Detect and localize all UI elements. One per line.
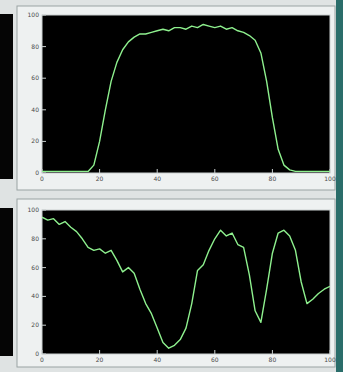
y-tick-label: 60 [31,74,39,81]
y-tick-label: 40 [31,106,39,113]
y-tick-label: 100 [28,206,40,213]
y-tick [42,354,46,355]
y-tick-label: 100 [28,11,40,18]
x-tick [157,350,158,354]
y-tick-label: 20 [31,137,39,144]
chart-panel [17,6,335,190]
y-tick-label: 40 [31,292,39,299]
monitor-edge [336,0,343,372]
data-line [42,217,330,348]
x-tick-label: 40 [153,356,161,363]
y-tick-label: 0 [35,169,39,176]
x-tick-label: 80 [269,175,277,182]
x-tick [157,169,158,173]
y-tick [42,296,46,297]
y-tick-label: 80 [31,43,39,50]
y-tick [42,325,46,326]
y-tick-label: 0 [35,350,39,357]
x-tick-label: 0 [40,175,44,182]
y-tick [42,267,46,268]
x-tick-label: 80 [269,356,277,363]
x-tick [99,169,100,173]
x-tick-label: 100 [324,175,336,182]
y-tick [42,46,46,47]
x-tick-label: 40 [153,175,161,182]
y-tick [42,238,46,239]
x-tick-label: 60 [211,175,219,182]
background [0,0,343,372]
y-tick [42,15,46,16]
x-tick [42,350,43,354]
x-tick [214,350,215,354]
plot-area [42,15,330,173]
y-tick [42,78,46,79]
y-tick-label: 60 [31,264,39,271]
data-line [42,24,330,171]
y-tick [42,173,46,174]
y-tick [42,210,46,211]
x-tick-label: 20 [96,356,104,363]
x-tick-label: 100 [324,356,336,363]
y-tick [42,141,46,142]
y-tick-label: 80 [31,235,39,242]
x-tick-label: 20 [96,175,104,182]
x-tick-label: 60 [211,356,219,363]
x-tick [99,350,100,354]
chart-panel [17,199,335,367]
x-tick [272,350,273,354]
plot-group [42,217,330,348]
partial-panel [0,14,13,179]
x-tick-label: 0 [40,356,44,363]
partial-panel [0,208,13,356]
plot-area [42,210,330,354]
x-tick [272,169,273,173]
y-tick [42,109,46,110]
y-tick-label: 20 [31,321,39,328]
x-tick [214,169,215,173]
plot-group [42,24,330,171]
x-tick [330,350,331,354]
screen-photo: 0 20 40 60 80 100 0 20 40 60 80 100 0 20 40 60 80 100 0 20 4… [0,0,343,372]
